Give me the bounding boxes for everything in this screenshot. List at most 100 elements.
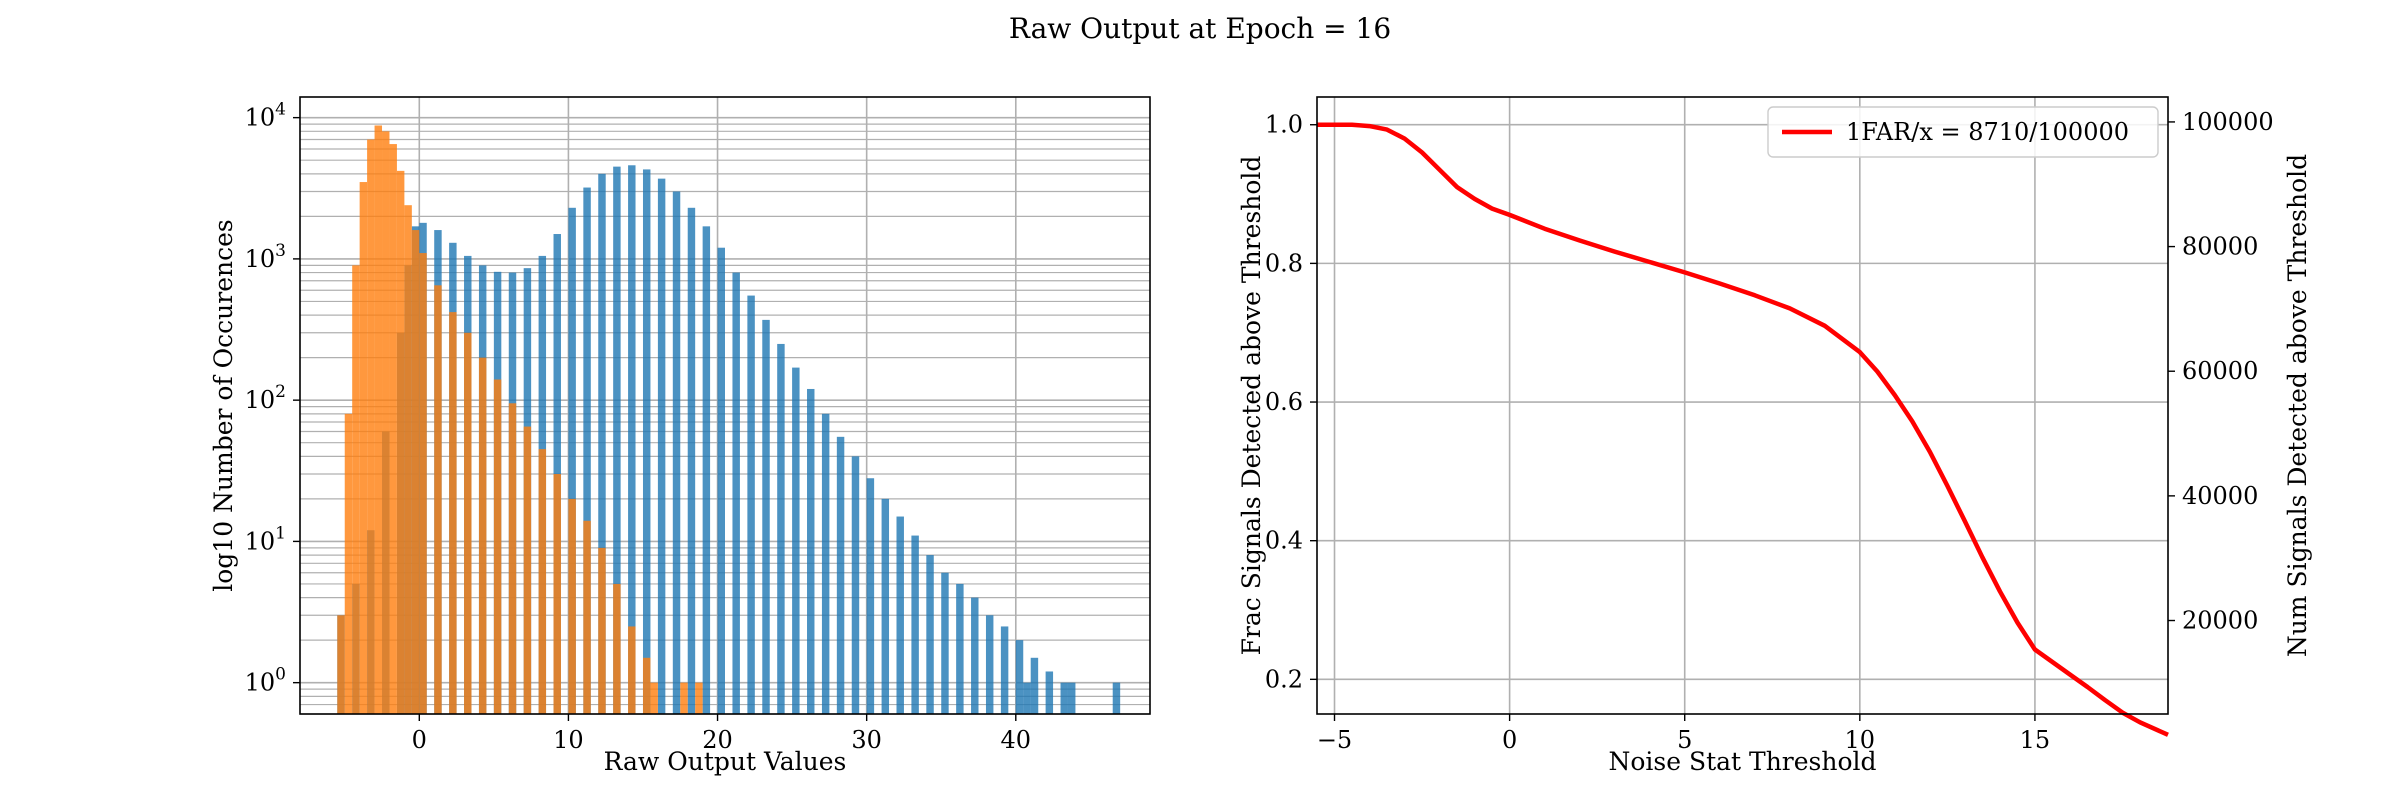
hist-bar (404, 205, 412, 715)
hist-x-tick-label: 30 (851, 726, 882, 754)
hist-bar (523, 426, 532, 714)
hist-bar (434, 285, 442, 714)
hist-bar (836, 436, 845, 714)
hist-bar (367, 139, 375, 714)
curve-plot-frame (1316, 96, 2169, 715)
hist-bar (1112, 682, 1121, 714)
hist-bar (1000, 626, 1009, 714)
hist-bar (971, 597, 979, 714)
curve-x-tick-label: 0 (1502, 726, 1517, 754)
hist-series-orange (337, 125, 703, 715)
hist-bar (1023, 682, 1031, 714)
hist-bar (650, 682, 658, 714)
hist-bar (851, 456, 860, 714)
curve-x-axis-label: Noise Stat Threshold (1608, 747, 1876, 776)
curve-y2-tick-label: 60000 (2182, 357, 2258, 385)
curve-y2-tick-label: 40000 (2182, 482, 2258, 510)
hist-bar (568, 498, 576, 714)
hist-bar (337, 615, 345, 714)
hist-bar (695, 682, 703, 714)
histogram-panel: 0 10 20 30 40 100 101 102 103 104 Raw Output Value… (209, 96, 1151, 776)
hist-bar (359, 182, 368, 714)
hist-bar (508, 403, 517, 714)
hist-bar (493, 379, 502, 714)
hist-bar (352, 265, 360, 714)
hist-bar (538, 449, 547, 714)
hist-bar (613, 583, 621, 714)
hist-bar (642, 169, 651, 714)
hist-bar (1045, 671, 1054, 714)
hist-bar (821, 413, 830, 714)
curve-legend-box (1767, 106, 2159, 158)
hist-x-tick-label: 0 (412, 726, 427, 754)
hist-y-tick-label: 104 (245, 100, 286, 132)
hist-bar (956, 583, 964, 714)
hist-bar (642, 657, 651, 714)
curve-y2-axis-label: Num Signals Detected above Threshold (2283, 154, 2312, 657)
hist-bar (941, 572, 949, 714)
hist-x-tick-label: 40 (1001, 726, 1032, 754)
curve-y-tick-label: 0.8 (1265, 249, 1303, 277)
hist-bar (1015, 682, 1024, 714)
hist-bar (985, 615, 994, 714)
hist-bar (598, 547, 606, 714)
hist-x-axis-label: Raw Output Values (604, 747, 847, 776)
curve-x-tick-label: 5 (1677, 726, 1692, 754)
hist-bar (396, 170, 405, 715)
hist-bar (464, 332, 472, 714)
hist-bar (374, 125, 383, 715)
hist-bar (762, 319, 770, 714)
hist-bar (598, 173, 606, 714)
hist-bar (680, 682, 688, 714)
hist-bar (1030, 682, 1039, 714)
hist-bar (672, 191, 681, 714)
hist-bar (657, 178, 666, 714)
hist-y-tick-label: 103 (245, 241, 286, 273)
hist-bar (478, 357, 487, 714)
hist-y-tick-label: 101 (245, 523, 286, 555)
curve-legend: 1FAR/x = 8710/100000 (1767, 106, 2159, 158)
hist-bar (583, 187, 591, 714)
hist-bar (568, 207, 576, 714)
hist-bar (687, 207, 696, 714)
hist-y-axis-label: log10 Number of Occurences (209, 219, 238, 592)
hist-x-tick-label: 10 (553, 726, 584, 754)
hist-bar (702, 226, 711, 715)
hist-bar (553, 474, 561, 714)
hist-bar (792, 367, 800, 714)
hist-bar (344, 413, 353, 714)
curve-y-tick-label: 0.4 (1265, 527, 1303, 555)
curve-y-tick-label: 0.6 (1265, 388, 1303, 416)
hist-bar (1067, 682, 1076, 714)
hist-y-tick-label: 102 (245, 382, 286, 414)
hist-bar (911, 535, 919, 714)
hist-bar (1015, 640, 1024, 714)
hist-bar (717, 247, 725, 714)
hist-bar (419, 253, 427, 715)
detection-curve-panel: −5 0 5 10 15 0.2 0.4 0.6 0.8 1.0 20000 40000 60000 80… (1237, 96, 2312, 776)
curve-y-tick-label: 0.2 (1265, 665, 1303, 693)
hist-bar (1060, 682, 1068, 714)
curve-y2-tick-label: 80000 (2182, 233, 2258, 261)
hist-bar (732, 272, 740, 714)
hist-bar (777, 343, 785, 714)
hist-y-tick-label: 100 (245, 665, 286, 697)
hist-bar (866, 478, 875, 714)
curve-x-tick-label: 10 (1845, 726, 1876, 754)
curve-y-tick-label: 1.0 (1265, 111, 1303, 139)
hist-bar (613, 166, 621, 714)
curve-grid (1317, 97, 2168, 714)
hist-bar (926, 555, 934, 714)
hist-bar (583, 520, 591, 714)
curve-y2-tick-label: 20000 (2182, 607, 2258, 635)
hist-bar (628, 165, 636, 714)
hist-bar (382, 131, 390, 714)
hist-plot-frame (299, 96, 1151, 715)
hist-bar (807, 388, 815, 714)
detection-curve-line (1317, 122, 2169, 737)
curve-y2-tick-label: 100000 (2182, 108, 2274, 136)
hist-bar (628, 626, 636, 714)
curve-y-axis-label: Frac Signals Detected above Threshold (1237, 156, 1266, 656)
hist-bar (553, 234, 561, 714)
